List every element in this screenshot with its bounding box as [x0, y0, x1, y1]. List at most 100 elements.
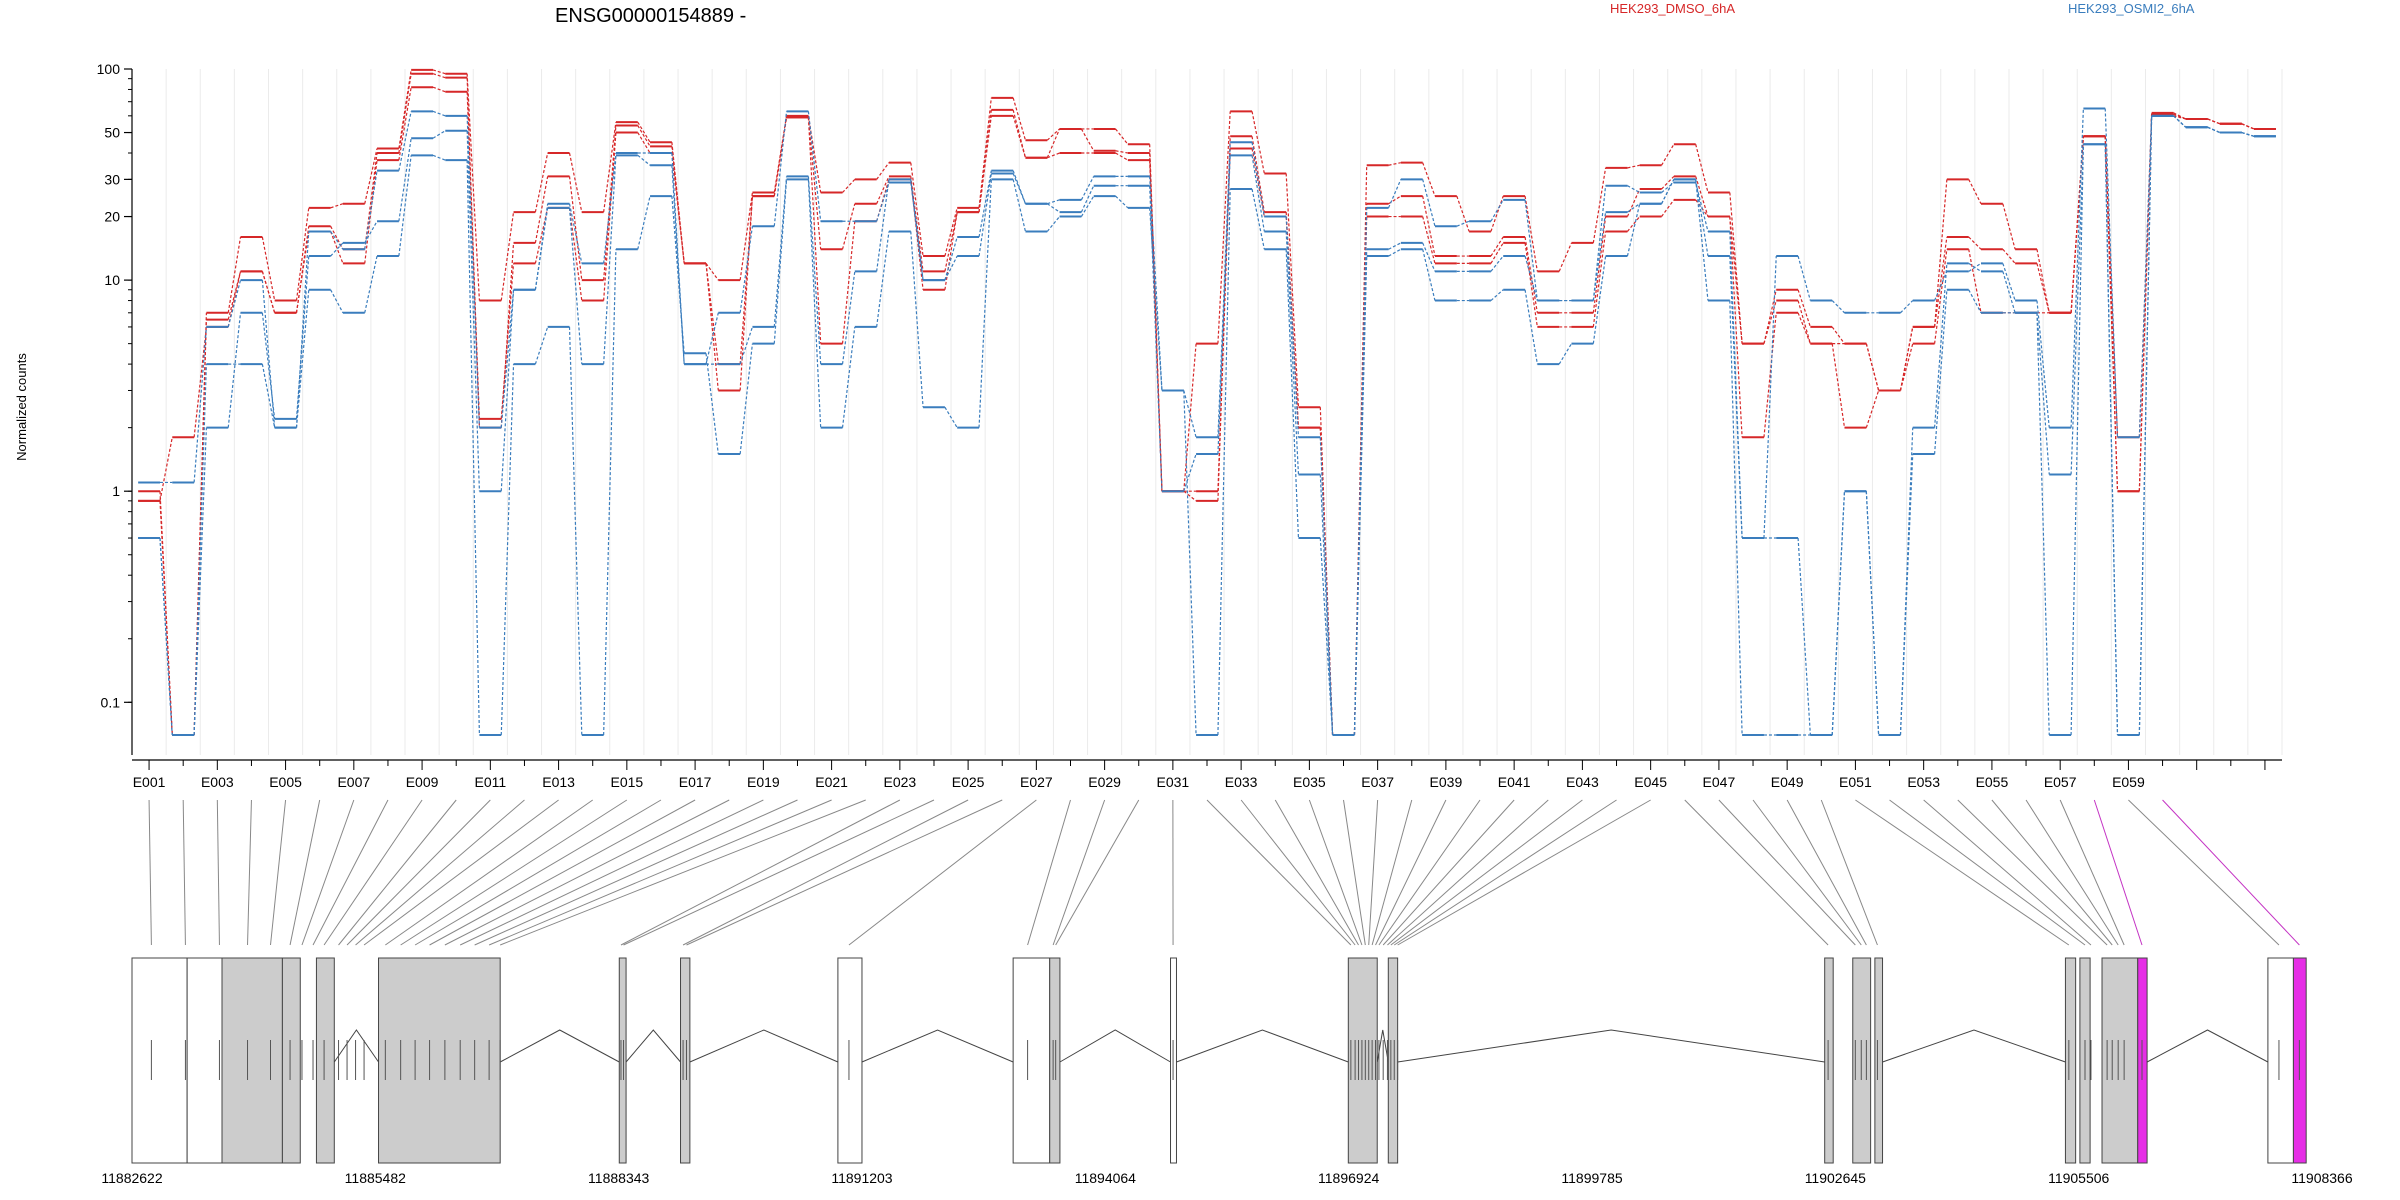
- exon-connector: [289, 799, 321, 946]
- series-connector: [330, 231, 344, 250]
- series-connector: [978, 115, 992, 213]
- series-connector: [500, 289, 515, 492]
- series-connector: [1900, 300, 1914, 314]
- series-connector: [1626, 203, 1641, 257]
- series-connector: [876, 162, 890, 180]
- x-tick-label: E005: [269, 774, 302, 790]
- series-connector: [2104, 136, 2119, 438]
- series-connector: [534, 207, 549, 264]
- x-tick-label: E045: [1634, 774, 1667, 790]
- series-connector: [1285, 216, 1300, 438]
- series-connector: [1797, 289, 1811, 328]
- series-connector: [944, 211, 958, 272]
- genomic-tick-label: 11902645: [1805, 1170, 1866, 1186]
- exon-box: [1012, 957, 1051, 1164]
- x-tick-label: E055: [1976, 774, 2009, 790]
- series-connector: [1865, 390, 1880, 428]
- series-connector: [1046, 128, 1060, 141]
- y-tick-label: 0.1: [101, 694, 121, 710]
- series-connector: [1285, 173, 1300, 408]
- x-tick-label: E049: [1771, 774, 1804, 790]
- intron-line: [1176, 1029, 1349, 1063]
- x-tick-label: E013: [542, 774, 575, 790]
- series-connector: [568, 207, 583, 301]
- series-connector: [1627, 185, 1641, 194]
- series-connector: [398, 138, 412, 222]
- series-connector: [1183, 390, 1197, 736]
- series-connector: [807, 176, 822, 365]
- series-connector: [637, 195, 651, 250]
- exon-box: [186, 957, 223, 1164]
- series-connector: [2173, 115, 2187, 128]
- series-connector: [466, 91, 481, 419]
- series-connector: [295, 256, 310, 419]
- series-connector: [773, 179, 788, 344]
- series-connector: [261, 363, 276, 428]
- series-connector: [1149, 152, 1163, 492]
- series-connector: [876, 179, 890, 272]
- exon-connector: [1786, 799, 1867, 946]
- series-connector: [398, 111, 412, 171]
- series-connector: [1183, 490, 1197, 502]
- series-connector: [534, 152, 549, 213]
- series-connector: [295, 207, 310, 301]
- plot-axes: 0.1 1 10 20 30 50 100 E001 E003 E005 E007 E009 E011 E…: [97, 61, 2282, 790]
- series-connector: [227, 236, 242, 313]
- intron-line: [1882, 1029, 2066, 1063]
- series-line: [138, 107, 2276, 736]
- series-connector: [842, 178, 856, 193]
- series-connector: [1558, 343, 1572, 365]
- series-connector: [2070, 144, 2084, 475]
- series-connector: [1490, 236, 1504, 257]
- series-connector: [1968, 179, 1982, 205]
- y-tick-label: 30: [104, 171, 120, 187]
- series-connector: [1592, 185, 1607, 301]
- series-connector: [1115, 195, 1129, 209]
- series-connector: [1968, 249, 1982, 313]
- series-connector: [2138, 115, 2153, 438]
- series-connector: [1797, 255, 1811, 301]
- intron-line: [499, 1029, 620, 1063]
- series-connector: [466, 130, 481, 492]
- series-connector: [2241, 123, 2255, 130]
- x-tick-label: E053: [1907, 774, 1940, 790]
- x-tick-label: E003: [201, 774, 234, 790]
- series-connector: [1592, 216, 1607, 313]
- series-connector: [2173, 115, 2186, 120]
- series-connector: [1899, 454, 1914, 736]
- series-connector: [1422, 242, 1436, 272]
- exon-connector: [338, 799, 457, 946]
- series-connector: [1080, 176, 1095, 201]
- exon-box: [2267, 957, 2294, 1164]
- series-connector: [1422, 249, 1436, 301]
- series-connector: [1217, 148, 1231, 501]
- genomic-tick-label: 11888343: [588, 1170, 649, 1186]
- series-connector: [227, 279, 242, 328]
- series-connector: [1968, 262, 1982, 272]
- series-connector: [603, 132, 617, 301]
- exon-connector: [2128, 799, 2280, 946]
- exon-connector: [1684, 799, 1829, 946]
- series-connector: [2036, 249, 2050, 313]
- series-connector: [2138, 115, 2153, 736]
- series-connector: [295, 226, 310, 313]
- exon-connector: [301, 799, 355, 946]
- series-connector: [364, 170, 378, 250]
- exon-connector: [312, 799, 389, 946]
- series-connector: [1797, 537, 1811, 736]
- series-connector: [1592, 231, 1607, 328]
- genomic-tick-label: 11899785: [1561, 1170, 1622, 1186]
- series-connector: [1319, 537, 1334, 736]
- series-line: [138, 114, 2276, 736]
- series-connector: [637, 154, 651, 166]
- series-connector: [193, 319, 207, 736]
- series-connector: [1933, 263, 1948, 428]
- x-tick-label: E031: [1157, 774, 1190, 790]
- exon-connector: [400, 799, 628, 946]
- x-tick-label: E039: [1430, 774, 1463, 790]
- series-connector: [1251, 136, 1265, 213]
- series-connector: [705, 263, 719, 281]
- series-connector: [1763, 312, 1777, 438]
- series-connector: [534, 326, 549, 365]
- series-connector: [603, 249, 617, 736]
